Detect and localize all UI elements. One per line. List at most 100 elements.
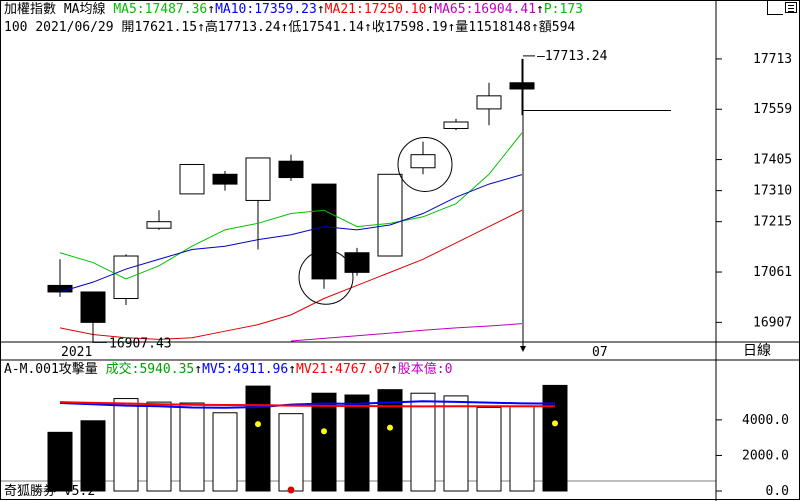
close-value: 17598.19 [384, 20, 448, 35]
candle-body [410, 154, 436, 169]
volume-bar [146, 401, 172, 492]
volume-axis: 4000.0 2000.0 0.0 [716, 413, 789, 499]
arrow-up-icon: ↑ [364, 20, 372, 35]
volume-bar [344, 394, 370, 492]
indicator-header: 加權指數 MA均線 MA5:17487.36↑MA10:17359.23↑MA2… [4, 2, 764, 17]
candle-body [179, 163, 205, 195]
volume-bar [179, 402, 205, 492]
volume-tick-label: 0.0 [766, 484, 789, 499]
candle-body [80, 291, 106, 323]
arrow-up-icon: ↑ [288, 362, 297, 377]
candle-body [476, 95, 502, 110]
candle-body [113, 255, 139, 300]
mv21-line [59, 401, 556, 408]
ma21-line [59, 209, 523, 340]
volume-bar [113, 398, 139, 492]
brand-name: 奇狐勝券 [4, 484, 57, 499]
period-label[interactable]: 日線 [743, 343, 771, 359]
version: v5.2 [63, 484, 96, 499]
arrow-up-icon: ↑ [207, 2, 216, 17]
footer-brand: 奇狐勝券 v5.2 [4, 484, 95, 499]
volume-label: 量 [455, 20, 469, 35]
candle-body [443, 121, 469, 130]
ohlc-info: 100 2021/06/29 開17621.15↑高17713.24↑低1754… [4, 20, 716, 35]
mv5-line [59, 400, 556, 409]
arrow-up-icon: ↑ [536, 2, 544, 17]
ma5-label: MA5:17487.36 [113, 2, 208, 17]
menu-icon[interactable] [785, 2, 797, 13]
price-tick-label: 17713 [753, 52, 792, 67]
volume-title: A-M.001攻擊量 [4, 362, 98, 377]
low-label: 低 [288, 20, 302, 35]
candle-body [245, 157, 271, 201]
candle-body [509, 82, 535, 90]
volume-bar [47, 431, 73, 492]
red-signal-dot [287, 486, 295, 494]
volume-bar [377, 389, 403, 492]
capital-label: 股本億:0 [397, 362, 453, 377]
price-tick-label: 17061 [753, 265, 792, 280]
window-controls [767, 1, 799, 15]
ma10-label: MA10:17359.23 [215, 2, 317, 17]
arrow-up-icon: ↑ [194, 362, 203, 377]
low-value: 17541.14 [301, 20, 364, 35]
ma10-line [59, 174, 523, 293]
ma21-label: MA21:17250.10 [324, 2, 427, 17]
amount-value: 594 [551, 20, 576, 35]
vol-today: 成交:5940.35 [105, 362, 195, 377]
arrow-up-icon: ↑ [197, 20, 205, 35]
candle-body [377, 173, 403, 257]
candle-body [212, 173, 238, 185]
price-tick-label: 17405 [753, 153, 792, 168]
price-tick-label: 17310 [753, 184, 792, 199]
arrow-up-icon: ↑ [447, 20, 456, 35]
arrow-up-icon: ↑ [316, 2, 325, 17]
candlesticks [47, 58, 535, 323]
p-label: P:173 [543, 2, 583, 17]
marker-circle [298, 249, 354, 305]
price-tick-label: 17215 [753, 215, 792, 230]
volume-bar [509, 406, 535, 492]
price-tick-label: 17559 [753, 102, 792, 117]
volume-bar [476, 406, 502, 492]
window-button[interactable] [767, 1, 783, 15]
open-label: 開 [121, 20, 135, 35]
ma65-line [290, 323, 523, 342]
arrow-up-icon: ↑ [426, 2, 435, 17]
arrow-up-icon: ↑ [530, 20, 539, 35]
volume-panel-header: A-M.001攻擊量 成交:5940.35↑MV5:4911.96↑MV21:4… [4, 362, 452, 377]
arrow-up-icon: ↑ [280, 20, 289, 35]
candle-body [311, 183, 337, 280]
crosshair-arrow-icon [520, 346, 526, 352]
volume-bar [80, 420, 106, 492]
volume-bars [47, 384, 568, 494]
x-axis-month: 07 [592, 345, 608, 360]
signal-dot [321, 428, 327, 435]
price-axis: 17713 17559 17405 17310 17215 17061 16907 [716, 52, 792, 330]
volume-bar [278, 413, 304, 492]
mv5-label: MV5:4911.96 [202, 362, 289, 377]
close-label: 收 [371, 20, 385, 35]
volume-bar [245, 385, 271, 492]
mv21-label: MV21:4767.07 [296, 362, 390, 377]
volume-bar [311, 392, 337, 492]
info-date: 2021/06/29 [35, 20, 114, 35]
info-prefix: 100 [4, 20, 28, 35]
high-annotation: —17713.24 [537, 49, 608, 64]
arrow-up-icon: ↑ [389, 362, 398, 377]
amount-label: 額 [538, 20, 552, 35]
volume-bar [212, 412, 238, 492]
ma65-label: MA65:16904.41 [434, 2, 537, 17]
open-value: 17621.15 [134, 20, 198, 35]
header-title: 加權指數 MA均線 [4, 2, 106, 17]
candle-body [278, 160, 304, 179]
price-tick-label: 16907 [753, 315, 792, 330]
marker-circles [298, 136, 453, 305]
volume-bar [443, 395, 469, 492]
volume-tick-label: 4000.0 [742, 413, 789, 428]
signal-dot [552, 420, 558, 427]
marker-circle [397, 136, 453, 192]
low-annotation: 16907.43 [109, 336, 172, 351]
volume-bar [542, 384, 568, 492]
candle-body [146, 221, 172, 229]
